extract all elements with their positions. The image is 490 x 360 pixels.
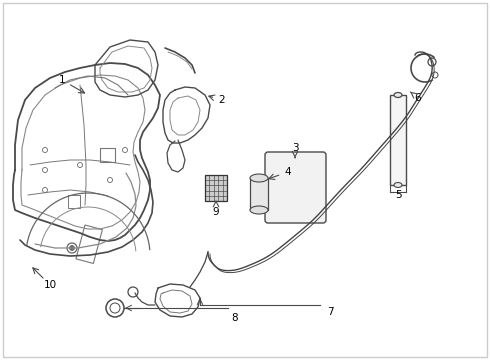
- Text: 9: 9: [213, 207, 220, 217]
- Ellipse shape: [394, 93, 402, 98]
- Circle shape: [70, 246, 74, 251]
- Text: 4: 4: [285, 167, 292, 177]
- Text: 5: 5: [394, 190, 401, 200]
- Bar: [76, 225, 102, 264]
- Ellipse shape: [394, 183, 402, 188]
- Text: 8: 8: [232, 313, 238, 323]
- Text: 7: 7: [327, 307, 333, 317]
- Text: 2: 2: [219, 95, 225, 105]
- Text: 6: 6: [415, 93, 421, 103]
- Ellipse shape: [250, 206, 268, 214]
- FancyBboxPatch shape: [265, 152, 326, 223]
- Text: 10: 10: [44, 280, 56, 290]
- Text: 1: 1: [59, 75, 65, 85]
- Bar: [205, 175, 227, 201]
- Bar: [390, 95, 406, 185]
- Bar: [250, 178, 268, 210]
- Text: 3: 3: [292, 143, 298, 153]
- Ellipse shape: [250, 174, 268, 182]
